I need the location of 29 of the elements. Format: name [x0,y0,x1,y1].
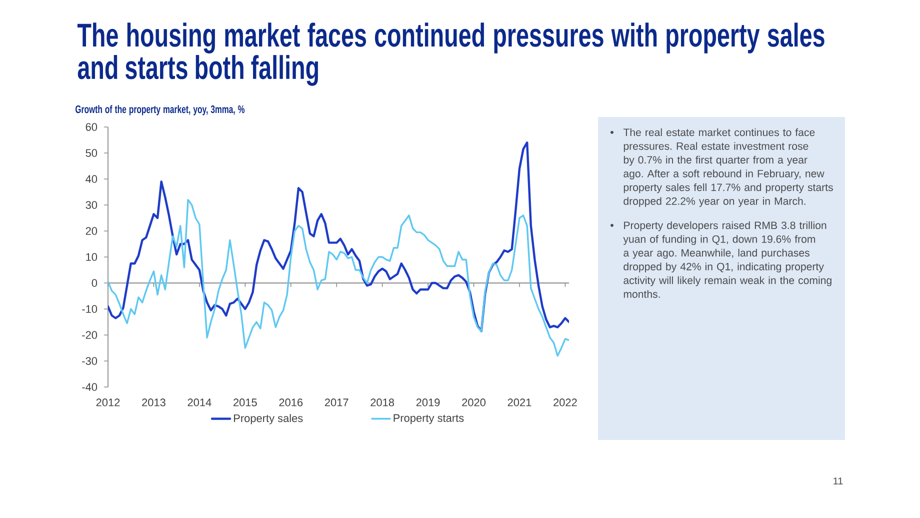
y-tick-label: 50 [86,149,98,157]
x-tick-label: 2018 [370,398,394,406]
x-tick-label: 2014 [188,398,212,406]
x-tick-label: 2022 [554,398,577,406]
y-tick-label: 10 [86,253,98,261]
x-tick-label: 2016 [279,398,303,406]
text: Property developers raised RMB 3.8 trillion yuan of funding in Q1, down 19.6% from a year ago. Meanwhile, land purchases dropped by 42% in Q1, indicating property activity will likely remain weak in the coming months. [623,221,832,298]
y-tick-label: 0 [92,279,98,287]
legend-label: Property starts [394,414,464,424]
x-tick-label: 2017 [324,398,348,406]
y-tick-label: -30 [82,357,98,365]
x-tick-label: 2019 [416,398,440,406]
y-tick-label: 30 [86,201,98,209]
legend-label: Property sales [234,414,303,424]
x-tick-label: 2012 [96,398,120,406]
text: 11 [834,478,843,484]
text: The real estate market continues to face pressures. Real estate investment rose by 0.7% in the first quarter from a year ago. After a soft rebound in February, new property sales fell 17.7% and property starts dropped 22.2% year on year in March. [623,128,833,207]
y-tick-label: -10 [82,305,98,313]
x-tick-label: 2015 [234,398,257,406]
x-tick-label: 2021 [508,398,532,406]
y-tick-label: -40 [82,383,98,391]
y-tick-label: 60 [86,123,98,131]
chart-title: The housing market faces continued pressures with property sales and starts both falling [77,22,824,86]
y-tick-label: 20 [86,227,98,235]
chart-subtitle: Growth of the property market, yoy, 3mma, % [76,105,245,116]
y-tick-label: 40 [86,175,98,183]
y-tick-label: -20 [82,331,98,339]
x-tick-label: 2013 [142,398,166,406]
x-tick-label: 2020 [462,398,486,406]
